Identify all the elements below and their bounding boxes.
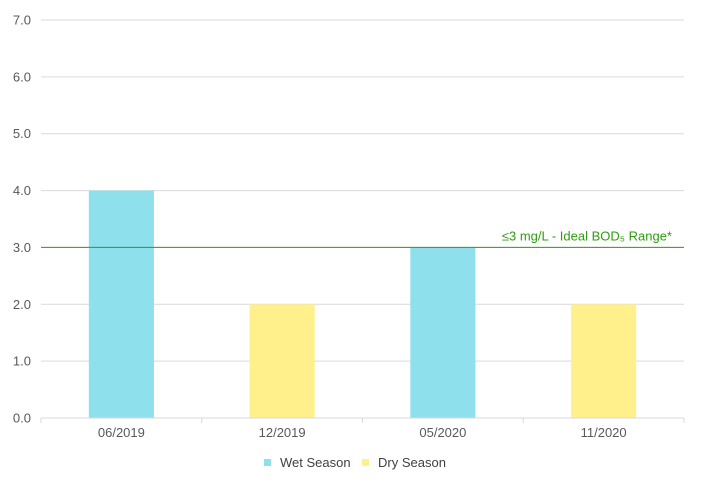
y-tick-label: 1.0 (13, 354, 31, 369)
x-tick-label: 12/2019 (259, 425, 306, 440)
bar (88, 190, 154, 418)
y-tick-label: 0.0 (13, 411, 31, 426)
y-tick-label: 6.0 (13, 69, 31, 84)
y-axis-ticks: 0.0 1.0 2.0 3.0 4.0 5.0 6.0 7.0 (13, 13, 31, 426)
x-tick-label: 06/2019 (98, 425, 145, 440)
reference-line-label: ≤3 mg/L - Ideal BOD₅ Range* (502, 228, 672, 243)
bar (410, 247, 476, 418)
x-axis-ticks: 06/2019 12/2019 05/2020 11/2020 (40, 418, 685, 440)
x-tick-label: 05/2020 (419, 425, 466, 440)
legend: Wet Season Dry Season (264, 455, 446, 470)
legend-swatch (362, 459, 369, 466)
y-tick-label: 5.0 (13, 126, 31, 141)
legend-label: Dry Season (378, 455, 446, 470)
bar (571, 304, 637, 418)
bars (88, 190, 637, 418)
y-tick-label: 4.0 (13, 183, 31, 198)
reference-line-group: ≤3 mg/L - Ideal BOD₅ Range* (41, 228, 684, 248)
y-tick-label: 3.0 (13, 240, 31, 255)
legend-label: Wet Season (280, 455, 351, 470)
y-tick-label: 2.0 (13, 297, 31, 312)
y-tick-label: 7.0 (13, 13, 31, 28)
bar (249, 304, 315, 418)
x-tick-label: 11/2020 (581, 425, 627, 440)
legend-swatch (264, 459, 271, 466)
